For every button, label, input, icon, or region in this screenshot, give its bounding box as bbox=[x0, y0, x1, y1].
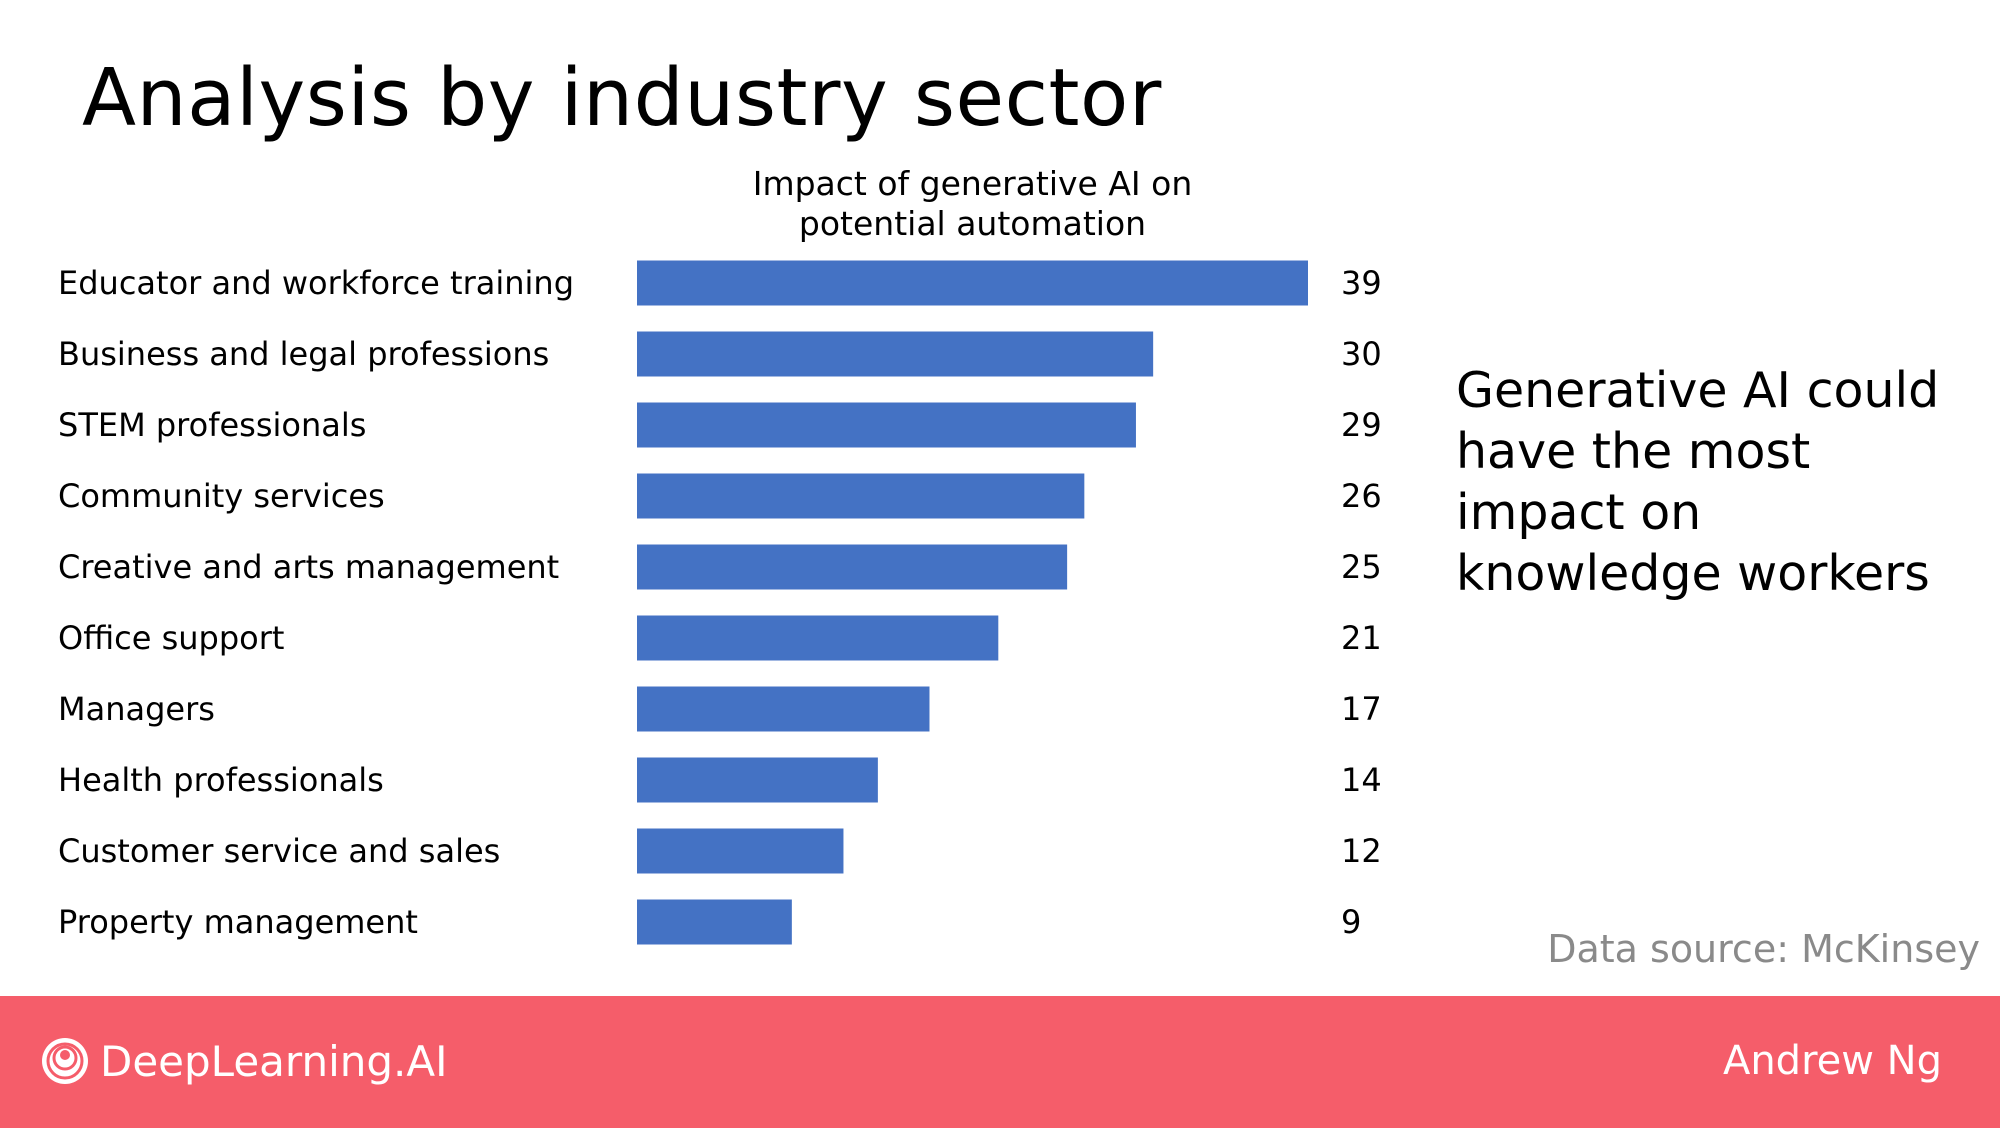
bar-stem-professionals bbox=[637, 402, 1136, 448]
bar-property-management bbox=[637, 899, 792, 945]
bar-community-services bbox=[637, 473, 1085, 519]
category-label-business-and-legal-professions: Business and legal professions bbox=[58, 335, 549, 373]
bar-educator-and-workforce-training bbox=[637, 260, 1308, 306]
category-label-property-management: Property management bbox=[58, 903, 418, 941]
value-label-business-and-legal-professions: 30 bbox=[1341, 335, 1382, 373]
slide-title: Analysis by industry sector bbox=[82, 52, 1162, 144]
value-label-creative-and-arts-management: 25 bbox=[1341, 548, 1382, 586]
category-label-stem-professionals: STEM professionals bbox=[58, 406, 366, 444]
bar-business-and-legal-professions bbox=[637, 331, 1154, 377]
brand-logo[interactable]: DeepLearning.AI bbox=[40, 1036, 447, 1086]
bar-customer-service-and-sales bbox=[637, 828, 844, 874]
value-label-educator-and-workforce-training: 39 bbox=[1341, 264, 1382, 302]
category-label-managers: Managers bbox=[58, 690, 215, 728]
author-name: Andrew Ng bbox=[1722, 1038, 1942, 1084]
bar-office-support bbox=[637, 615, 999, 661]
category-label-office-support: Office support bbox=[58, 619, 284, 657]
value-label-office-support: 21 bbox=[1341, 619, 1382, 657]
category-label-health-professionals: Health professionals bbox=[58, 761, 384, 799]
bar-managers bbox=[637, 686, 930, 732]
value-label-property-management: 9 bbox=[1341, 903, 1361, 941]
bar-creative-and-arts-management bbox=[637, 544, 1068, 590]
bar-health-professionals bbox=[637, 757, 878, 803]
data-source: Data source: McKinsey bbox=[1547, 927, 1980, 971]
value-label-managers: 17 bbox=[1341, 690, 1382, 728]
category-label-creative-and-arts-management: Creative and arts management bbox=[58, 548, 559, 586]
value-label-health-professionals: 14 bbox=[1341, 761, 1382, 799]
callout-text: Generative AI could have the most impact… bbox=[1456, 362, 1940, 602]
value-label-stem-professionals: 29 bbox=[1341, 406, 1382, 444]
value-label-customer-service-and-sales: 12 bbox=[1341, 832, 1382, 870]
value-label-community-services: 26 bbox=[1341, 477, 1382, 515]
brand-name: DeepLearning.AI bbox=[100, 1036, 448, 1086]
deeplearning-logo-icon bbox=[42, 1038, 88, 1084]
footer-bar: DeepLearning.AI Andrew Ng bbox=[0, 996, 2000, 1128]
category-label-community-services: Community services bbox=[58, 477, 385, 515]
category-label-educator-and-workforce-training: Educator and workforce training bbox=[58, 264, 574, 302]
chart-title: Impact of generative AI on potential aut… bbox=[752, 164, 1193, 243]
category-label-customer-service-and-sales: Customer service and sales bbox=[58, 832, 500, 870]
